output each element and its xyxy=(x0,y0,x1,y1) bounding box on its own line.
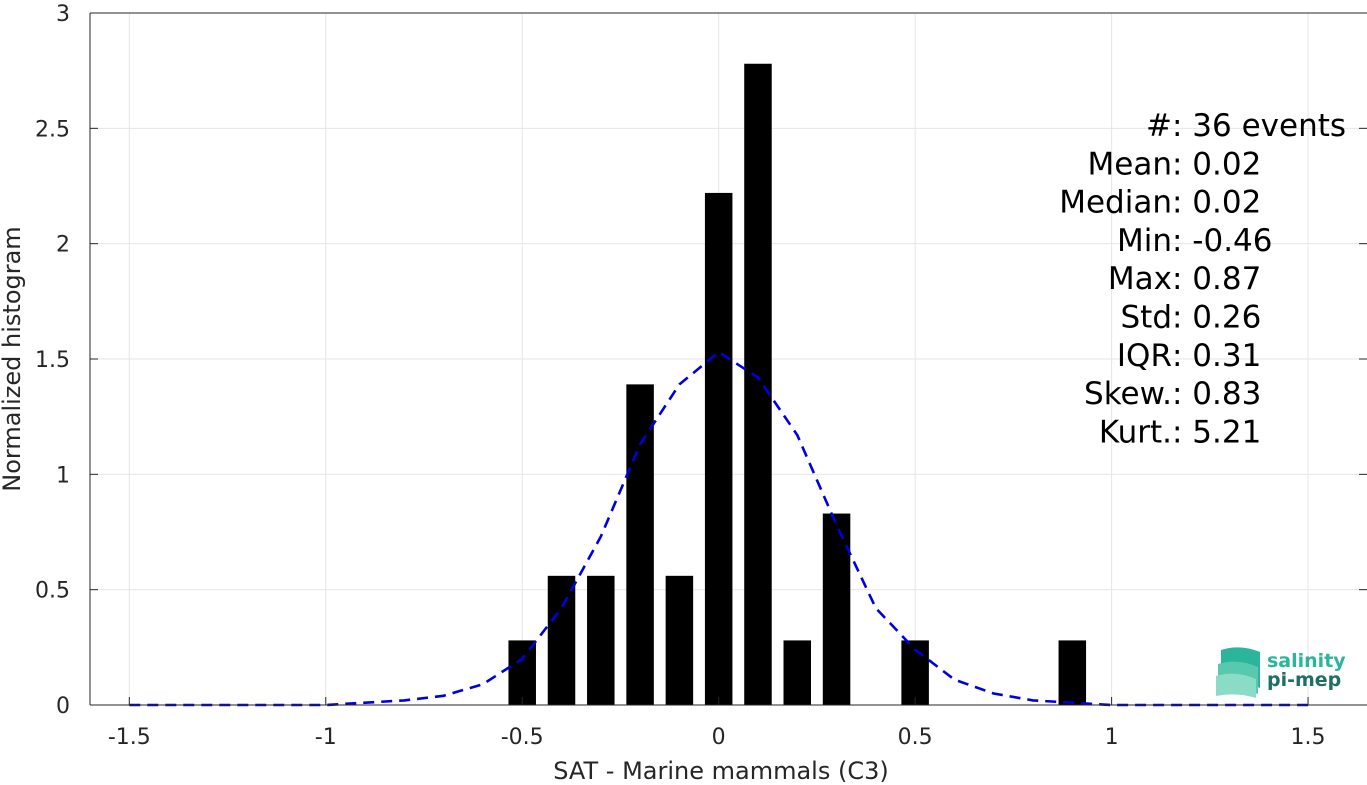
stat-label-7: Skew. xyxy=(1084,376,1172,412)
stat-value-7: : 0.83 xyxy=(1172,376,1261,412)
y-tick-label-3: 1.5 xyxy=(35,348,70,373)
histogram-bar-1 xyxy=(547,575,576,705)
y-tick-label-2: 1 xyxy=(56,463,70,488)
x-tick-label-1: -1 xyxy=(315,725,337,750)
waves-icon xyxy=(1216,647,1260,698)
histogram-bar-10 xyxy=(1058,640,1087,705)
y-tick-label-4: 2 xyxy=(56,233,70,258)
y-tick-label-6: 3 xyxy=(56,2,70,27)
x-tick-label-2: -0.5 xyxy=(501,725,544,750)
stat-label-1: Mean xyxy=(1088,146,1172,182)
x-tick-label-6: 1.5 xyxy=(1291,725,1326,750)
y-tick-label-5: 2.5 xyxy=(35,117,70,142)
y-axis-title: Normalized histogram xyxy=(0,226,26,491)
stat-value-2: : 0.02 xyxy=(1172,185,1261,221)
histogram-bar-0 xyxy=(508,640,536,705)
y-tick-label-1: 0.5 xyxy=(35,579,70,604)
stat-value-1: : 0.02 xyxy=(1172,146,1261,182)
y-ticks: 0 0.5 1 1.5 2 2.5 3 xyxy=(35,2,1367,719)
histogram-bar-4 xyxy=(665,575,694,705)
stat-label-5: Std xyxy=(1120,300,1172,336)
stat-label-6: IQR xyxy=(1117,338,1172,374)
x-tick-label-4: 0.5 xyxy=(898,725,933,750)
histogram-bars xyxy=(508,63,1087,706)
stat-value-3: : -0.46 xyxy=(1172,223,1273,259)
stat-value-0: : 36 events xyxy=(1172,108,1346,144)
stat-label-0: # xyxy=(1146,108,1172,144)
stat-label-3: Min xyxy=(1117,223,1172,259)
histogram-bar-6 xyxy=(744,63,772,706)
x-tick-label-5: 1 xyxy=(1105,725,1119,750)
x-tick-label-0: -1.5 xyxy=(108,725,151,750)
y-tick-label-0: 0 xyxy=(56,694,70,719)
stat-label-4: Max xyxy=(1108,261,1172,297)
x-ticks: -1.5 -1 -0.5 0 0.5 1 1.5 xyxy=(108,697,1326,750)
salinity-pi-mep-logo: salinity pi-mep xyxy=(1216,647,1346,698)
stat-value-8: : 5.21 xyxy=(1172,414,1261,450)
histogram-bar-5 xyxy=(704,192,733,706)
logo-text-pi-mep: pi-mep xyxy=(1267,669,1341,691)
logo-text-salinity: salinity xyxy=(1267,650,1346,672)
x-axis-title: SAT - Marine mammals (C3) xyxy=(553,757,888,785)
stat-label-2: Median xyxy=(1059,185,1172,221)
stat-value-4: : 0.87 xyxy=(1172,261,1261,297)
stat-value-6: : 0.31 xyxy=(1172,338,1261,374)
histogram-bar-7 xyxy=(783,640,812,705)
histogram-bar-3 xyxy=(626,384,654,705)
stat-label-8: Kurt. xyxy=(1099,414,1172,450)
histogram-bar-2 xyxy=(587,575,615,705)
histogram-bar-8 xyxy=(822,513,851,705)
stat-value-5: : 0.26 xyxy=(1172,300,1261,336)
x-tick-label-3: 0 xyxy=(712,725,726,750)
